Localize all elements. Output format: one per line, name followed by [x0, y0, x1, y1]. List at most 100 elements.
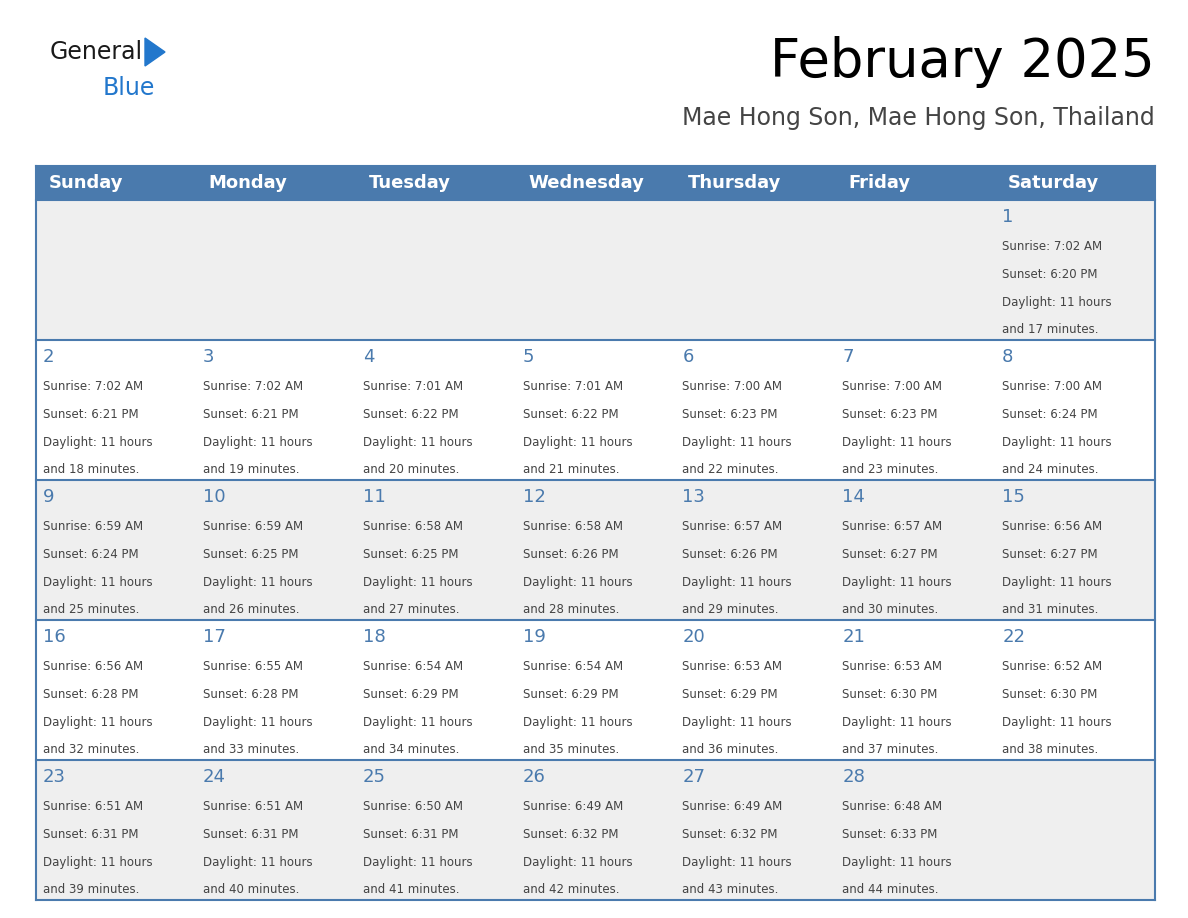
Text: Sunrise: 6:58 AM: Sunrise: 6:58 AM — [362, 520, 462, 532]
Text: 17: 17 — [203, 628, 226, 646]
Text: 21: 21 — [842, 628, 865, 646]
Text: and 32 minutes.: and 32 minutes. — [43, 744, 139, 756]
Text: Sunset: 6:21 PM: Sunset: 6:21 PM — [43, 408, 139, 421]
Text: and 35 minutes.: and 35 minutes. — [523, 744, 619, 756]
Text: 13: 13 — [682, 488, 706, 506]
Text: Friday: Friday — [848, 174, 910, 192]
Text: and 22 minutes.: and 22 minutes. — [682, 464, 779, 476]
Text: and 31 minutes.: and 31 minutes. — [1003, 603, 1099, 616]
Text: Sunrise: 7:01 AM: Sunrise: 7:01 AM — [523, 380, 623, 393]
Text: Sunrise: 6:56 AM: Sunrise: 6:56 AM — [1003, 520, 1102, 532]
Text: Sunrise: 7:00 AM: Sunrise: 7:00 AM — [842, 380, 942, 393]
Text: Daylight: 11 hours: Daylight: 11 hours — [43, 856, 152, 869]
Text: and 25 minutes.: and 25 minutes. — [43, 603, 139, 616]
Text: Sunrise: 6:59 AM: Sunrise: 6:59 AM — [43, 520, 143, 532]
Text: Sunrise: 6:48 AM: Sunrise: 6:48 AM — [842, 800, 942, 812]
Text: Sunset: 6:29 PM: Sunset: 6:29 PM — [362, 688, 459, 701]
Bar — [676, 200, 835, 340]
Text: Sunset: 6:28 PM: Sunset: 6:28 PM — [43, 688, 139, 701]
Text: 3: 3 — [203, 348, 214, 366]
Text: 7: 7 — [842, 348, 854, 366]
Text: Daylight: 11 hours: Daylight: 11 hours — [362, 436, 473, 449]
Text: Sunset: 6:24 PM: Sunset: 6:24 PM — [43, 548, 139, 561]
Text: Sunset: 6:27 PM: Sunset: 6:27 PM — [1003, 548, 1098, 561]
Text: Sunrise: 6:57 AM: Sunrise: 6:57 AM — [682, 520, 783, 532]
Text: Wednesday: Wednesday — [529, 174, 644, 192]
Text: Sunset: 6:26 PM: Sunset: 6:26 PM — [682, 548, 778, 561]
Bar — [516, 200, 676, 340]
Text: and 29 minutes.: and 29 minutes. — [682, 603, 779, 616]
Bar — [516, 340, 676, 480]
Bar — [355, 480, 516, 620]
Text: Sunday: Sunday — [49, 174, 124, 192]
Text: Sunrise: 6:58 AM: Sunrise: 6:58 AM — [523, 520, 623, 532]
Text: February 2025: February 2025 — [770, 36, 1155, 88]
Text: Sunrise: 7:00 AM: Sunrise: 7:00 AM — [682, 380, 783, 393]
Text: 12: 12 — [523, 488, 545, 506]
Text: Daylight: 11 hours: Daylight: 11 hours — [842, 716, 952, 729]
Text: Daylight: 11 hours: Daylight: 11 hours — [1003, 436, 1112, 449]
Bar — [196, 480, 355, 620]
Text: Mae Hong Son, Mae Hong Son, Thailand: Mae Hong Son, Mae Hong Son, Thailand — [682, 106, 1155, 130]
Text: and 42 minutes.: and 42 minutes. — [523, 883, 619, 896]
Text: and 27 minutes.: and 27 minutes. — [362, 603, 460, 616]
Text: and 18 minutes.: and 18 minutes. — [43, 464, 139, 476]
Bar — [996, 620, 1155, 760]
Bar — [676, 760, 835, 900]
Text: Daylight: 11 hours: Daylight: 11 hours — [362, 577, 473, 589]
Polygon shape — [145, 38, 165, 66]
Text: and 43 minutes.: and 43 minutes. — [682, 883, 779, 896]
Text: Daylight: 11 hours: Daylight: 11 hours — [43, 577, 152, 589]
Text: Daylight: 11 hours: Daylight: 11 hours — [1003, 716, 1112, 729]
Text: Sunset: 6:30 PM: Sunset: 6:30 PM — [1003, 688, 1098, 701]
Text: 2: 2 — [43, 348, 55, 366]
Text: Daylight: 11 hours: Daylight: 11 hours — [362, 856, 473, 869]
Text: 23: 23 — [43, 768, 67, 786]
Text: and 34 minutes.: and 34 minutes. — [362, 744, 459, 756]
Bar — [996, 340, 1155, 480]
Text: 10: 10 — [203, 488, 226, 506]
Text: 19: 19 — [523, 628, 545, 646]
Text: Daylight: 11 hours: Daylight: 11 hours — [203, 577, 312, 589]
Text: Daylight: 11 hours: Daylight: 11 hours — [682, 856, 792, 869]
Text: 24: 24 — [203, 768, 226, 786]
Text: and 20 minutes.: and 20 minutes. — [362, 464, 459, 476]
Text: Sunrise: 6:59 AM: Sunrise: 6:59 AM — [203, 520, 303, 532]
Text: Sunset: 6:33 PM: Sunset: 6:33 PM — [842, 828, 937, 841]
Text: Sunset: 6:25 PM: Sunset: 6:25 PM — [203, 548, 298, 561]
Text: 11: 11 — [362, 488, 385, 506]
Text: Daylight: 11 hours: Daylight: 11 hours — [523, 716, 632, 729]
Text: Sunrise: 7:01 AM: Sunrise: 7:01 AM — [362, 380, 463, 393]
Text: General: General — [50, 40, 143, 64]
Text: Daylight: 11 hours: Daylight: 11 hours — [842, 436, 952, 449]
Bar — [676, 620, 835, 760]
Text: Daylight: 11 hours: Daylight: 11 hours — [682, 436, 792, 449]
Bar — [36, 340, 196, 480]
Text: and 21 minutes.: and 21 minutes. — [523, 464, 619, 476]
Text: Daylight: 11 hours: Daylight: 11 hours — [1003, 577, 1112, 589]
Text: Sunset: 6:23 PM: Sunset: 6:23 PM — [682, 408, 778, 421]
Text: Sunset: 6:25 PM: Sunset: 6:25 PM — [362, 548, 459, 561]
Text: Sunrise: 6:56 AM: Sunrise: 6:56 AM — [43, 660, 143, 673]
Text: Tuesday: Tuesday — [368, 174, 450, 192]
Bar — [996, 760, 1155, 900]
Bar — [676, 480, 835, 620]
Text: Sunrise: 6:49 AM: Sunrise: 6:49 AM — [682, 800, 783, 812]
Text: Daylight: 11 hours: Daylight: 11 hours — [682, 716, 792, 729]
Text: Monday: Monday — [209, 174, 287, 192]
Text: 6: 6 — [682, 348, 694, 366]
Text: 18: 18 — [362, 628, 385, 646]
Text: Sunrise: 7:02 AM: Sunrise: 7:02 AM — [1003, 240, 1102, 252]
Text: Sunset: 6:32 PM: Sunset: 6:32 PM — [682, 828, 778, 841]
Text: 27: 27 — [682, 768, 706, 786]
Bar — [36, 480, 196, 620]
Text: Daylight: 11 hours: Daylight: 11 hours — [43, 716, 152, 729]
Text: Sunset: 6:32 PM: Sunset: 6:32 PM — [523, 828, 618, 841]
Text: 9: 9 — [43, 488, 55, 506]
Text: Sunset: 6:29 PM: Sunset: 6:29 PM — [523, 688, 618, 701]
Text: Sunrise: 6:53 AM: Sunrise: 6:53 AM — [842, 660, 942, 673]
Text: Sunrise: 6:52 AM: Sunrise: 6:52 AM — [1003, 660, 1102, 673]
Bar — [835, 200, 996, 340]
Text: and 36 minutes.: and 36 minutes. — [682, 744, 779, 756]
Bar — [196, 760, 355, 900]
